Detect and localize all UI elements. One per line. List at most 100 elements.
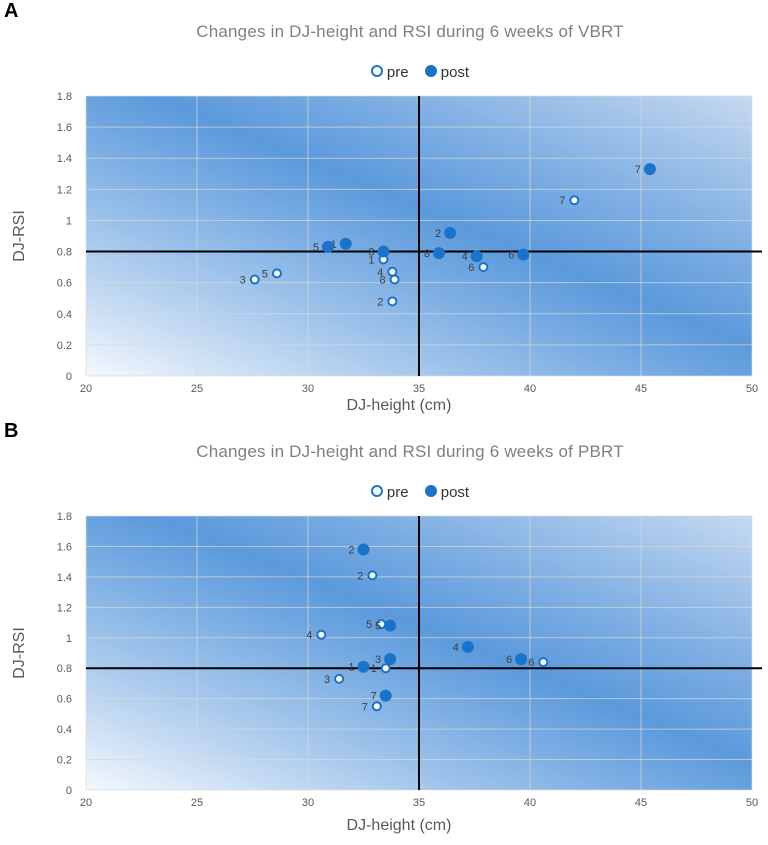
y-axis-title: DJ-RSI [11, 210, 28, 262]
pre-point-label: 7 [362, 701, 368, 713]
y-tick-label: 0 [66, 785, 72, 797]
y-tick-label: 0 [66, 371, 72, 383]
pre-point-label: 2 [357, 570, 363, 582]
pre-point-label: 1 [368, 254, 374, 266]
pre-point-label: 5 [262, 268, 268, 280]
post-point-label: 3 [375, 654, 381, 666]
pre-point-2 [387, 296, 398, 307]
pre-point-6 [478, 262, 489, 273]
pre-point-label: 3 [324, 674, 330, 686]
filled-circle-icon [424, 65, 437, 78]
post-point-label: 6 [508, 250, 514, 262]
post-point-6 [515, 653, 528, 666]
x-tick-label: 35 [413, 383, 425, 395]
y-tick-label: 0.8 [57, 663, 72, 675]
y-tick-label: 1.6 [57, 122, 72, 134]
legend-item-pre: pre [370, 484, 409, 501]
x-tick-label: 50 [746, 383, 758, 395]
post-point-6 [517, 248, 530, 261]
post-point-4 [461, 640, 474, 653]
y-tick-label: 1.8 [57, 91, 72, 103]
x-tick-label: 40 [524, 383, 536, 395]
y-tick-label: 1.4 [57, 572, 72, 584]
pre-point-1 [380, 663, 391, 674]
post-point-3 [384, 653, 397, 666]
pre-point-label: 1 [371, 663, 377, 675]
chart-title: Changes in DJ-height and RSI during 6 we… [196, 442, 624, 461]
pre-point-6 [538, 657, 549, 668]
legend: pre post [0, 64, 768, 81]
y-tick-label: 1.2 [57, 184, 72, 196]
y-tick-label: 0.4 [57, 309, 72, 321]
y-tick-label: 1 [66, 633, 72, 645]
post-point-label: 1 [348, 662, 354, 674]
post-point-label: 2 [348, 544, 354, 556]
x-tick-label: 45 [635, 797, 647, 809]
filled-circle-icon [424, 485, 437, 498]
post-point-2 [444, 226, 457, 239]
post-point-label: 5 [375, 621, 381, 633]
panel-a: A 20 25 30 35 40 45 50 0 0.2 0.4 0.6 0.8 1 1.2 1.4 1.6 1… [0, 0, 768, 420]
post-point-label: 7 [371, 691, 377, 703]
post-point-label: 2 [435, 228, 441, 240]
post-point-5 [321, 240, 334, 253]
post-point-7 [643, 163, 656, 176]
y-tick-label: 1 [66, 215, 72, 227]
legend-item-post: post [424, 64, 470, 81]
pre-point-7 [371, 701, 382, 712]
y-axis-title: DJ-RSI [11, 627, 28, 679]
open-circle-icon [370, 65, 383, 78]
post-point-label: 5 [313, 242, 319, 254]
x-tick-label: 20 [80, 383, 92, 395]
y-tick-label: 0.6 [57, 694, 72, 706]
pre-point-3 [249, 274, 260, 285]
chart-a: 20 25 30 35 40 45 5000.20.40.60.811.21.41.61.8… [11, 91, 762, 414]
pre-point-label: 7 [559, 195, 565, 207]
post-point-1 [339, 237, 352, 250]
pre-point-label: 6 [528, 657, 534, 669]
chart-title: Changes in DJ-height and RSI during 6 we… [196, 22, 624, 41]
pre-point-5 [271, 268, 282, 279]
chart-b: 20 25 30 35 40 45 5000.20.40.60.811.21.41.61.8… [11, 511, 762, 834]
post-point-label: 7 [635, 164, 641, 176]
post-point-5 [384, 619, 397, 632]
y-tick-label: 0.2 [57, 340, 72, 352]
y-tick-label: 1.6 [57, 541, 72, 553]
y-tick-label: 1.4 [57, 153, 72, 165]
y-tick-label: 0.6 [57, 278, 72, 290]
x-axis-title: DJ-height (cm) [347, 817, 452, 834]
post-point-4 [470, 250, 483, 263]
pre-point-label: 2 [377, 296, 383, 308]
x-axis-title: DJ-height (cm) [347, 397, 452, 414]
post-point-label: 6 [506, 654, 512, 666]
post-point-8 [432, 247, 445, 260]
pre-point-4 [316, 629, 327, 640]
panel-b: B 20 25 30 35 40 45 50 0 0.2 0.4 0.6 0.8 1 1.2 1.4 1.6 1… [0, 420, 768, 845]
legend-label: post [440, 64, 470, 81]
y-tick-label: 0.8 [57, 247, 72, 259]
legend-item-post: post [424, 484, 470, 501]
x-tick-label: 25 [191, 383, 203, 395]
post-point-2 [357, 543, 370, 556]
x-tick-label: 20 [80, 797, 92, 809]
y-tick-label: 1.8 [57, 511, 72, 523]
x-tick-label: 30 [302, 797, 314, 809]
legend-label: pre [386, 64, 409, 81]
post-point-label: 1 [331, 239, 337, 251]
x-tick-label: 35 [413, 797, 425, 809]
pre-point-3 [334, 673, 345, 684]
x-tick-label: 40 [524, 797, 536, 809]
legend-label: post [440, 484, 470, 501]
panel-letter: B [4, 420, 19, 442]
post-point-7 [379, 689, 392, 702]
post-point-label: 3 [368, 247, 374, 259]
post-point-1 [357, 660, 370, 673]
legend: pre post [0, 484, 768, 501]
y-tick-label: 1.2 [57, 602, 72, 614]
post-point-label: 4 [453, 642, 459, 654]
x-tick-label: 50 [746, 797, 758, 809]
x-tick-label: 25 [191, 797, 203, 809]
pre-point-label: 6 [468, 262, 474, 274]
pre-point-8 [389, 274, 400, 285]
pre-point-label: 5 [366, 619, 372, 631]
